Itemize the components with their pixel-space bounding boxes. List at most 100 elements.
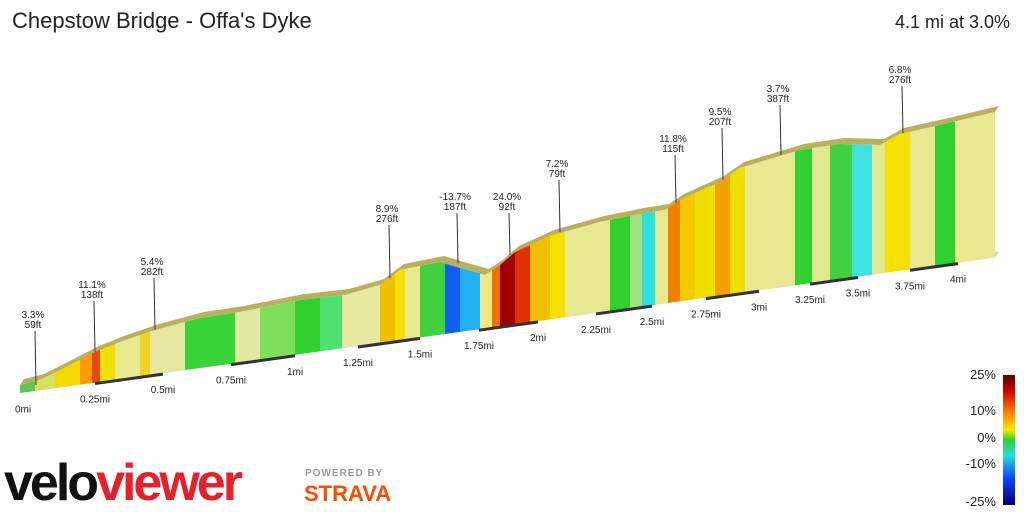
- grade-stripe: [530, 112, 551, 393]
- annotation-length: 138ft: [81, 290, 103, 301]
- logo-left: velo: [4, 454, 97, 512]
- grade-stripe: [100, 112, 116, 393]
- distance-label: 3mi: [751, 302, 767, 313]
- grade-stripe: [35, 112, 56, 393]
- grade-stripe: [872, 112, 886, 393]
- legend-label: 10%: [970, 403, 996, 418]
- grade-stripe: [500, 112, 516, 393]
- annotation-grade: 3.7%: [767, 84, 790, 95]
- logo: veloviewer: [4, 454, 243, 512]
- ribbon-stripes: [20, 112, 995, 393]
- grade-stripe: [480, 112, 493, 393]
- grade-stripe: [395, 112, 406, 393]
- distance-label: 1mi: [287, 367, 303, 378]
- grade-stripe: [150, 112, 186, 393]
- grade-stripe: [745, 112, 796, 393]
- grade-stripe: [695, 112, 716, 393]
- annotation-leader: [388, 224, 391, 279]
- annotation-length: 59ft: [25, 320, 42, 331]
- grade-stripe: [642, 112, 656, 393]
- grade-stripe: [80, 112, 93, 393]
- annotation-length: 187ft: [444, 202, 466, 213]
- legend-label: 0%: [977, 430, 996, 445]
- title: Chepstow Bridge - Offa's Dyke: [12, 8, 312, 33]
- distance-bar: [357, 336, 421, 349]
- annotations: 3.3%59ft11.1%138ft5.4%282ft8.9%276ft-13.…: [22, 65, 912, 386]
- annotation-grade: 11.1%: [78, 280, 106, 291]
- annotation-grade: -13.7%: [439, 192, 471, 203]
- annotation-leader: [674, 154, 677, 204]
- distance-label: 2.25mi: [581, 325, 611, 336]
- distance-label: 3.25mi: [795, 295, 825, 306]
- grade-stripe: [420, 112, 446, 393]
- grade-stripe: [92, 112, 101, 393]
- annotation-leader: [721, 127, 724, 181]
- grade-stripe: [115, 112, 141, 393]
- logo-right: viewer: [96, 454, 243, 512]
- grade-stripe: [20, 112, 36, 393]
- annotation-grade: 8.9%: [376, 204, 399, 215]
- grade-stripe: [630, 112, 643, 393]
- grade-stripe: [730, 112, 746, 393]
- grade-stripe: [405, 112, 421, 393]
- distance-label: 0.75mi: [216, 376, 246, 387]
- annotation-length: 92ft: [499, 202, 516, 213]
- legend-label: -10%: [966, 456, 997, 471]
- grade-stripe: [260, 112, 296, 393]
- legend-label: 25%: [970, 367, 996, 382]
- annotation-leader: [558, 179, 561, 233]
- distance-label: 2.75mi: [691, 310, 721, 321]
- distance-bar: [478, 320, 539, 332]
- annotation-grade: 5.4%: [141, 257, 164, 268]
- annotation-grade: 3.3%: [22, 310, 45, 321]
- grade-stripe: [492, 112, 501, 393]
- annotation-length: 276ft: [889, 75, 911, 86]
- annotation-grade: 11.8%: [659, 134, 687, 145]
- gradient-legend-bar: [1003, 375, 1015, 505]
- annotation-grade: 6.8%: [889, 65, 912, 76]
- distance-bar: [595, 304, 653, 316]
- distance-label: 3.75mi: [895, 281, 925, 292]
- grade-stripe: [910, 112, 936, 393]
- grade-stripe: [935, 112, 956, 393]
- grade-stripe: [812, 112, 831, 393]
- distance-label: 2.5mi: [640, 317, 664, 328]
- annotation-leader: [93, 300, 96, 353]
- grade-stripe: [610, 112, 631, 393]
- distance-label: 1.75mi: [464, 341, 494, 352]
- annotation-length: 282ft: [141, 267, 163, 278]
- grade-stripe: [852, 112, 873, 393]
- annotation-leader: [456, 212, 459, 264]
- grade-stripe: [795, 112, 813, 393]
- annotation-length: 276ft: [376, 214, 398, 225]
- distance-bar: [705, 289, 760, 301]
- distance-label: 0.25mi: [80, 395, 110, 406]
- grade-stripe: [460, 112, 481, 393]
- annotation-leader: [508, 212, 511, 256]
- annotation-leader: [153, 277, 156, 331]
- distance-label: 0mi: [15, 405, 31, 416]
- distance-label: 1.5mi: [408, 349, 432, 360]
- annotation-length: 115ft: [662, 144, 684, 155]
- annotation-length: 207ft: [709, 117, 731, 128]
- grade-stripe: [830, 112, 853, 393]
- gradient-legend: 25% 10% 0% -10% -25%: [966, 367, 997, 509]
- strava-logo: STRAVA: [304, 481, 391, 506]
- annotation-grade: 7.2%: [546, 159, 569, 170]
- grade-stripe: [140, 112, 151, 393]
- legend-label: -25%: [966, 494, 997, 509]
- grade-stripe: [55, 112, 81, 393]
- annotation-leader: [34, 330, 37, 386]
- grade-stripe: [715, 112, 731, 393]
- annotation-length: 387ft: [767, 94, 789, 105]
- grade-stripe: [295, 112, 321, 393]
- annotation-leader: [779, 104, 782, 156]
- powered-by: POWERED BY: [305, 468, 383, 479]
- distance-bar: [809, 276, 859, 286]
- annotation-leader: [901, 85, 904, 134]
- annotation-grade: 9.5%: [709, 107, 732, 118]
- distance-label: 0.5mi: [151, 385, 175, 396]
- grade-stripe: [185, 112, 236, 393]
- distance-bar: [909, 262, 959, 272]
